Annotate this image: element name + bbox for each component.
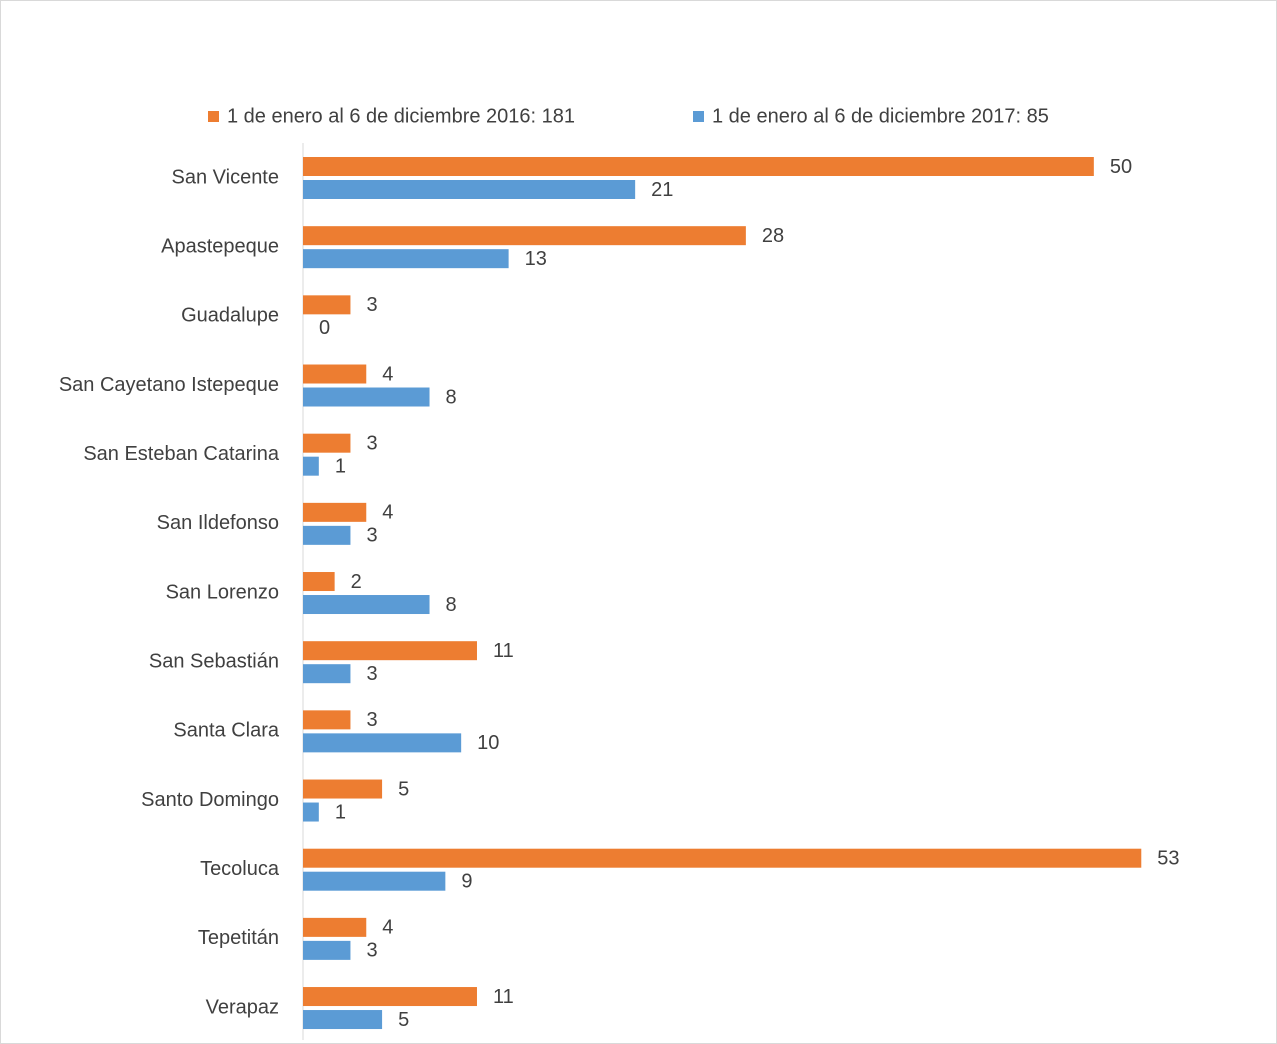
bar bbox=[303, 1010, 383, 1030]
bar bbox=[303, 664, 351, 684]
y-tick-label: San Sebastián bbox=[149, 650, 279, 672]
data-label: 4 bbox=[382, 363, 393, 385]
y-tick-label: San Cayetano Istepeque bbox=[59, 374, 279, 396]
bar bbox=[303, 180, 636, 199]
data-label: 3 bbox=[366, 294, 377, 316]
data-label: 8 bbox=[446, 594, 457, 616]
legend-label: 1 de enero al 6 de diciembre 2016: 181 bbox=[227, 105, 575, 127]
bar bbox=[303, 871, 446, 891]
bar bbox=[303, 595, 430, 615]
data-label: 0 bbox=[319, 317, 330, 339]
data-label: 2 bbox=[351, 571, 362, 593]
data-label: 3 bbox=[366, 432, 377, 454]
bar bbox=[303, 987, 477, 1007]
data-label: 3 bbox=[366, 709, 377, 731]
bar bbox=[303, 364, 367, 384]
y-tick-label: Tepetitán bbox=[198, 927, 279, 949]
y-tick-label: Tecoluca bbox=[200, 858, 280, 880]
y-tick-label: San Ildefonso bbox=[157, 512, 279, 534]
data-label: 8 bbox=[446, 386, 457, 408]
bar bbox=[303, 802, 319, 822]
bar bbox=[303, 733, 462, 753]
legend-swatch bbox=[208, 111, 219, 122]
y-tick-label: San Esteban Catarina bbox=[83, 443, 280, 465]
bar bbox=[303, 940, 351, 960]
data-label: 21 bbox=[651, 179, 673, 201]
data-label: 5 bbox=[398, 778, 409, 800]
y-tick-label: Guadalupe bbox=[181, 305, 279, 327]
data-label: 10 bbox=[477, 732, 499, 754]
legend-swatch bbox=[693, 111, 704, 122]
bar bbox=[303, 917, 367, 937]
data-label: 3 bbox=[366, 940, 377, 962]
bar bbox=[303, 157, 1094, 176]
bar bbox=[303, 848, 1142, 868]
data-label: 13 bbox=[525, 248, 547, 270]
y-tick-label: Verapaz bbox=[206, 996, 279, 1018]
bar bbox=[303, 641, 477, 661]
bar bbox=[303, 295, 351, 315]
y-tick-label: Santa Clara bbox=[173, 720, 279, 742]
data-label: 1 bbox=[335, 455, 346, 477]
y-tick-label: San Vicente bbox=[172, 166, 280, 188]
data-label: 28 bbox=[762, 225, 784, 247]
y-tick-label: San Lorenzo bbox=[166, 581, 279, 603]
legend-label: 1 de enero al 6 de diciembre 2017: 85 bbox=[712, 105, 1049, 127]
data-label: 5 bbox=[398, 1009, 409, 1031]
bar bbox=[303, 456, 319, 476]
bar bbox=[303, 226, 746, 246]
data-label: 11 bbox=[493, 986, 514, 1008]
bar bbox=[303, 525, 351, 545]
data-label: 50 bbox=[1110, 156, 1132, 178]
bar bbox=[303, 710, 351, 730]
bar bbox=[303, 779, 383, 799]
data-label: 4 bbox=[382, 917, 393, 939]
data-label: 9 bbox=[461, 870, 472, 892]
y-tick-label: Santo Domingo bbox=[141, 789, 279, 811]
data-label: 1 bbox=[335, 801, 346, 823]
data-label: 3 bbox=[366, 525, 377, 547]
data-label: 4 bbox=[382, 502, 393, 524]
data-label: 53 bbox=[1157, 847, 1179, 869]
y-tick-label: Apastepeque bbox=[161, 235, 279, 257]
bar bbox=[303, 572, 335, 592]
bar bbox=[303, 387, 430, 407]
data-label: 3 bbox=[366, 663, 377, 685]
bar bbox=[303, 249, 509, 269]
bar bbox=[303, 433, 351, 453]
data-label: 11 bbox=[493, 640, 514, 662]
bar bbox=[303, 502, 367, 522]
